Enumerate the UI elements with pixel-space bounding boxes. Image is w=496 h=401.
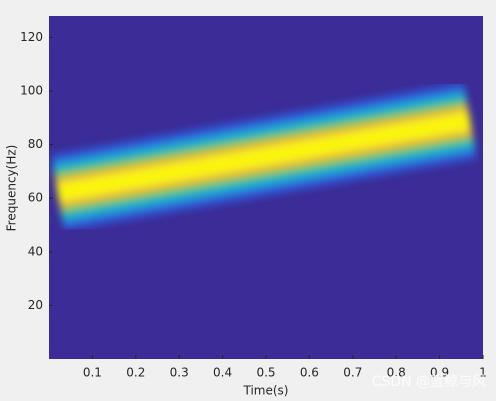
x-tick-label: 0.7 (343, 366, 362, 380)
y-tick-label: 60 (28, 191, 43, 205)
ridge-layer (56, 111, 472, 202)
x-tick-label: 1 (479, 366, 487, 380)
x-tick-label: 0.1 (83, 366, 102, 380)
y-tick-label: 100 (20, 84, 43, 98)
x-tick-label: 0.5 (256, 366, 275, 380)
axes: 0.1 0.2 0.3 0.4 0.5 0.6 0.7 0.8 0.9 1204060801001… (20, 30, 487, 380)
x-tick-label: 0.9 (430, 366, 449, 380)
y-tick-label: 40 (28, 244, 43, 258)
y-tick-label: 20 (28, 298, 43, 312)
spectrogram-band (50, 82, 477, 232)
x-tick-label: 0.3 (170, 366, 189, 380)
y-axis-label: Frequency(Hz) (5, 145, 19, 232)
x-tick-label: 0.4 (213, 366, 232, 380)
x-tick-label: 0.6 (300, 366, 319, 380)
watermark: CSDN @蓝鲸与风 (372, 374, 486, 390)
x-axis-label: Time(s) (243, 384, 289, 398)
y-tick-label: 80 (28, 137, 43, 151)
x-tick-label: 0.2 (126, 366, 145, 380)
x-tick-label: 0.8 (387, 366, 406, 380)
y-tick-label: 120 (20, 30, 43, 44)
